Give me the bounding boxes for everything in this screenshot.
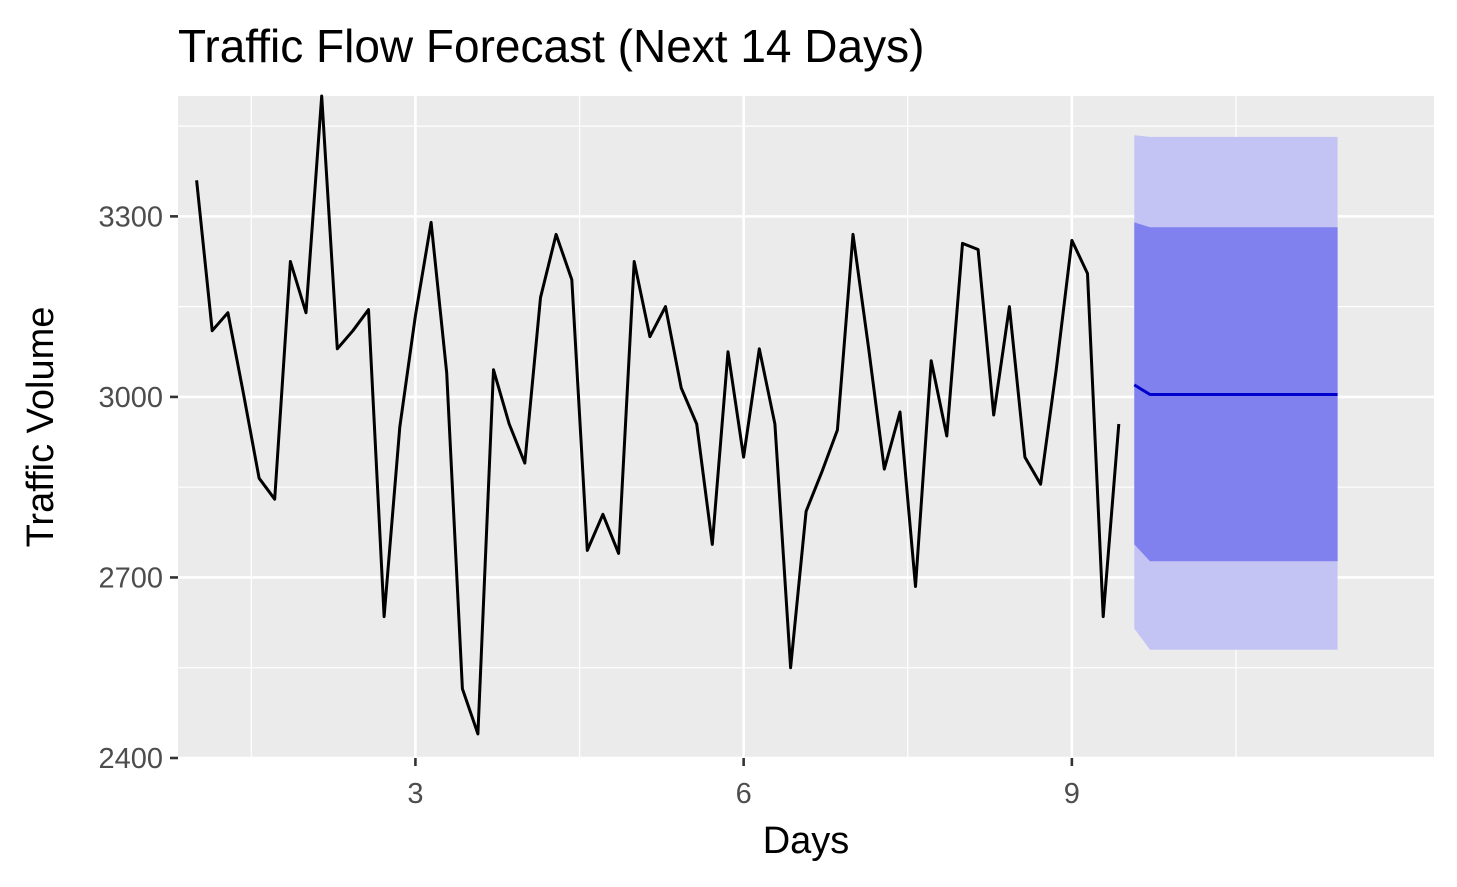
major-gridlines [178,96,1434,760]
y-tick-label: 3300 [98,201,163,233]
x-tick-label: 3 [407,778,423,810]
forecast-intervals [1134,135,1338,650]
x-tick-label: 9 [1064,778,1080,810]
y-tick-label: 2700 [98,562,163,594]
x-tick-label: 6 [736,778,752,810]
x-axis-title: Days [763,820,850,862]
series-lines [195,94,1338,736]
history-line [195,94,1121,736]
y-axis-title: Traffic Volume [20,307,62,548]
axis-ticks [170,215,1074,766]
chart-title: Traffic Flow Forecast (Next 14 Days) [178,20,924,72]
y-tick-label: 3000 [98,382,163,414]
axis-tick-labels: 3 6 9 2400 2700 3000 3300 [98,201,1079,810]
y-tick-label: 2400 [98,743,163,775]
interval-80-band [1134,222,1338,562]
forecast-mean-line [1133,383,1338,396]
